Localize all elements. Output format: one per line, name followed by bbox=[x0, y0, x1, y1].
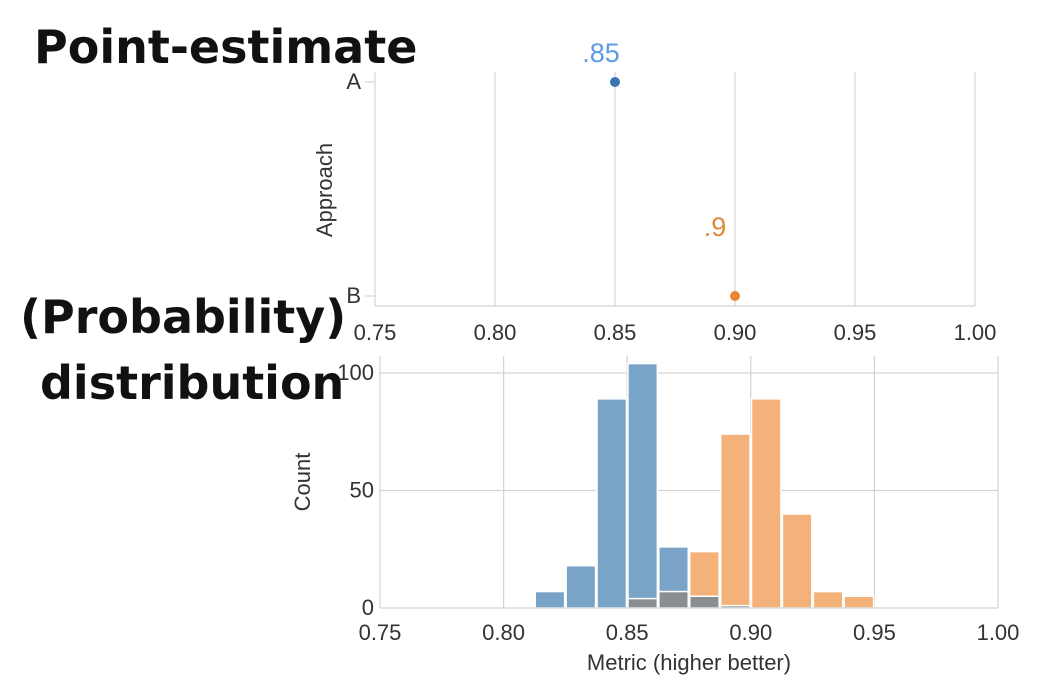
hist-overlap-B bbox=[658, 590, 689, 609]
bottom-x-tick-label: 1.00 bbox=[977, 620, 1020, 645]
hist-bar-B bbox=[750, 398, 782, 609]
point-estimate-chart: 0.75 0.80 0.85 0.90 0.95 1.00 AB Approach .85… bbox=[312, 38, 996, 345]
distribution-heading: distribution bbox=[40, 356, 345, 410]
point-label-B: .9 bbox=[704, 212, 727, 242]
hist-bar-B bbox=[812, 590, 844, 609]
histogram-bars bbox=[534, 362, 875, 609]
hist-bar-A bbox=[596, 398, 628, 609]
top-x-tick-label: 0.90 bbox=[714, 320, 757, 345]
hist-bar-B bbox=[719, 433, 751, 609]
bottom-y-tick-labels: 0 50 100 bbox=[337, 360, 374, 620]
bottom-x-axis-label: Metric (higher better) bbox=[587, 650, 791, 675]
histogram-chart: 0.75 0.80 0.85 0.90 0.95 1.00 0 50 100 Count Me… bbox=[290, 356, 1019, 675]
probability-heading: (Probability) bbox=[20, 290, 347, 344]
bottom-x-tick-labels: 0.75 0.80 0.85 0.90 0.95 1.00 bbox=[359, 620, 1020, 645]
top-grid bbox=[494, 72, 976, 306]
point-label-A: .85 bbox=[582, 38, 620, 68]
top-x-tick-label: 0.95 bbox=[834, 320, 877, 345]
bottom-x-tick-label: 0.85 bbox=[606, 620, 649, 645]
hist-overlap bbox=[689, 595, 720, 609]
point-estimate-heading: Point-estimate bbox=[34, 20, 418, 74]
hist-bar-A bbox=[534, 590, 566, 609]
top-x-tick-label: 0.80 bbox=[474, 320, 517, 345]
bottom-x-tick-label: 0.90 bbox=[729, 620, 772, 645]
bottom-y-tick-label: 0 bbox=[362, 595, 374, 620]
top-y-tick-label: A bbox=[346, 69, 361, 94]
bottom-x-tick-label: 0.75 bbox=[359, 620, 402, 645]
top-x-tick-label: 0.85 bbox=[594, 320, 637, 345]
bottom-x-tick-label: 0.80 bbox=[482, 620, 525, 645]
top-x-tick-labels: 0.75 0.80 0.85 0.90 0.95 1.00 bbox=[354, 320, 997, 345]
top-y-axis-label: Approach bbox=[312, 143, 337, 237]
hist-bar-A bbox=[627, 362, 659, 609]
hist-overlap-B bbox=[627, 597, 659, 609]
bottom-grid bbox=[380, 356, 999, 608]
top-x-tick-label: 0.75 bbox=[354, 320, 397, 345]
top-y-tick-labels: AB bbox=[346, 69, 375, 308]
point-A bbox=[610, 77, 620, 87]
point-B bbox=[730, 291, 740, 301]
bottom-y-tick-label: 50 bbox=[350, 478, 374, 503]
top-x-tick-label: 1.00 bbox=[954, 320, 997, 345]
bottom-y-axis-label: Count bbox=[290, 453, 315, 512]
point-markers: .85 .9 bbox=[582, 38, 740, 301]
top-y-tick-label: B bbox=[346, 283, 361, 308]
hist-bar-A bbox=[565, 564, 597, 609]
hist-bar-B bbox=[843, 595, 875, 609]
bottom-y-tick-label: 100 bbox=[337, 360, 374, 385]
bottom-x-tick-label: 0.95 bbox=[853, 620, 896, 645]
hist-bar-B bbox=[781, 513, 813, 609]
